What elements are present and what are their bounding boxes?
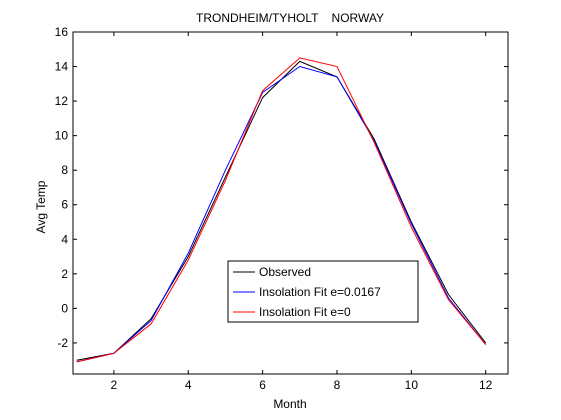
x-tick-label: 2 xyxy=(111,378,118,392)
y-tick-label: 6 xyxy=(61,198,68,212)
legend-box xyxy=(227,260,419,323)
x-tick-label: 6 xyxy=(259,378,266,392)
y-tick-label: 16 xyxy=(55,25,69,39)
chart-title: TRONDHEIM/TYHOLT NORWAY xyxy=(196,11,384,25)
x-tick-label: 8 xyxy=(334,378,341,392)
x-tick-label: 12 xyxy=(479,378,493,392)
series-line-2 xyxy=(76,65,487,363)
y-tick-label: 8 xyxy=(61,163,68,177)
y-tick-label: 0 xyxy=(61,301,68,315)
y-tick-label: 4 xyxy=(61,232,68,246)
y-axis-label: Avg Temp xyxy=(34,180,48,233)
legend-entry-1: Observed xyxy=(259,265,311,279)
tick-marks xyxy=(73,31,508,374)
x-axis-label: Month xyxy=(273,397,306,411)
y-tick-label: -2 xyxy=(57,336,68,350)
y-tick-label: 14 xyxy=(55,60,69,74)
series-line-3 xyxy=(76,57,487,363)
legend-entry-2: Insolation Fit e=0.0167 xyxy=(259,285,381,299)
y-tick-label: 12 xyxy=(55,94,69,108)
y-tick-label: 10 xyxy=(55,129,69,143)
y-tick-label: 2 xyxy=(61,267,68,281)
series-lines xyxy=(76,57,487,363)
tick-labels: 2 4 6 8 10 12 -2 0 2 4 6 8 10 12 14 16 xyxy=(55,25,493,392)
legend-entry-3: Insolation Fit e=0 xyxy=(259,305,351,319)
legend: Observed Insolation Fit e=0.0167 Insolatio… xyxy=(227,260,419,323)
x-tick-label: 4 xyxy=(185,378,192,392)
x-tick-label: 10 xyxy=(405,378,419,392)
plot-area xyxy=(72,31,509,375)
